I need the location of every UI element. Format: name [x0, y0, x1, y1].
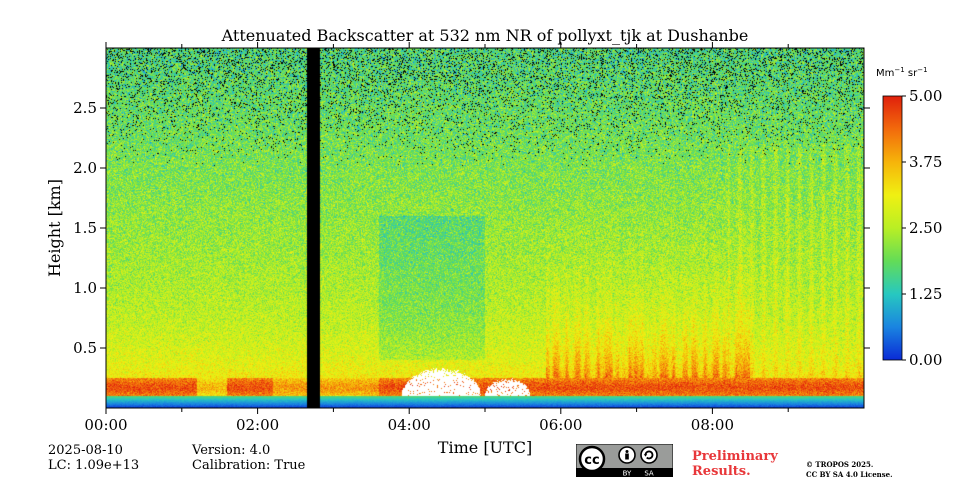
cc-license-logo: cc BY SA	[576, 444, 673, 477]
colorbar-tick-label: 5.00	[909, 87, 942, 105]
heatmap-plot-area	[105, 47, 865, 409]
y-tick-label: 0.5	[73, 339, 97, 357]
preliminary-results-note: Preliminary Results.	[692, 449, 778, 479]
copyright-note: © TROPOS 2025. CC BY SA 4.0 License.	[806, 460, 893, 480]
cc-by-text: BY	[623, 470, 632, 478]
chart-title: Attenuated Backscatter at 532 nm NR of p…	[221, 26, 749, 45]
cc-sa-text: SA	[644, 470, 654, 478]
y-tick-label: 2.0	[73, 159, 97, 177]
version-text: Version: 4.0	[192, 443, 271, 458]
y-tick-label: 1.0	[73, 279, 97, 297]
colorbar-tick-label: 1.25	[909, 285, 942, 303]
x-tick-label: 02:00	[236, 416, 279, 434]
y-tick-label: 1.5	[73, 219, 97, 237]
colorbar-ticks: 0.00 1.25 2.50 3.75 5.00	[902, 87, 942, 369]
copyright-line-2: CC BY SA 4.0 License.	[806, 470, 893, 479]
colorbar-tick-label: 2.50	[909, 219, 942, 237]
meta-right: Version: 4.0 Calibration: True	[192, 443, 305, 473]
date-text: 2025-08-10	[48, 443, 123, 458]
colorbar-tick-label: 3.75	[909, 153, 942, 171]
sa-icon	[640, 446, 658, 464]
meta-left: 2025-08-10 LC: 1.09e+13	[48, 443, 139, 473]
preliminary-line-1: Preliminary	[692, 449, 778, 464]
x-tick-label: 00:00	[84, 416, 127, 434]
x-tick-label: 08:00	[691, 416, 734, 434]
colorbar-unit-label: Mm−1 sr−1	[876, 66, 928, 79]
y-tick-label: 2.5	[73, 99, 97, 117]
preliminary-line-2: Results.	[692, 464, 751, 479]
x-tick-label: 04:00	[388, 416, 431, 434]
lidar-constant-text: LC: 1.09e+13	[48, 458, 140, 473]
x-axis-label: Time [UTC]	[438, 438, 532, 457]
x-tick-label: 06:00	[539, 416, 582, 434]
y-axis-label: Height [km]	[45, 179, 64, 277]
cc-icon	[578, 445, 606, 473]
y-axis: 0.5 1.0 1.5 2.0 2.5	[73, 99, 870, 357]
backscatter-heatmap	[106, 48, 864, 408]
x-axis: 00:00 02:00 04:00 06:00 08:00	[84, 42, 789, 434]
svg-text:cc: cc	[584, 453, 599, 468]
copyright-line-1: © TROPOS 2025.	[806, 460, 874, 469]
colorbar-tick-label: 0.00	[909, 351, 942, 369]
colorbar-gradient	[882, 95, 903, 361]
colorbar: 0.00 1.25 2.50 3.75 5.00 Mm−1 sr−1	[876, 66, 942, 369]
calibration-text: Calibration: True	[192, 458, 306, 473]
